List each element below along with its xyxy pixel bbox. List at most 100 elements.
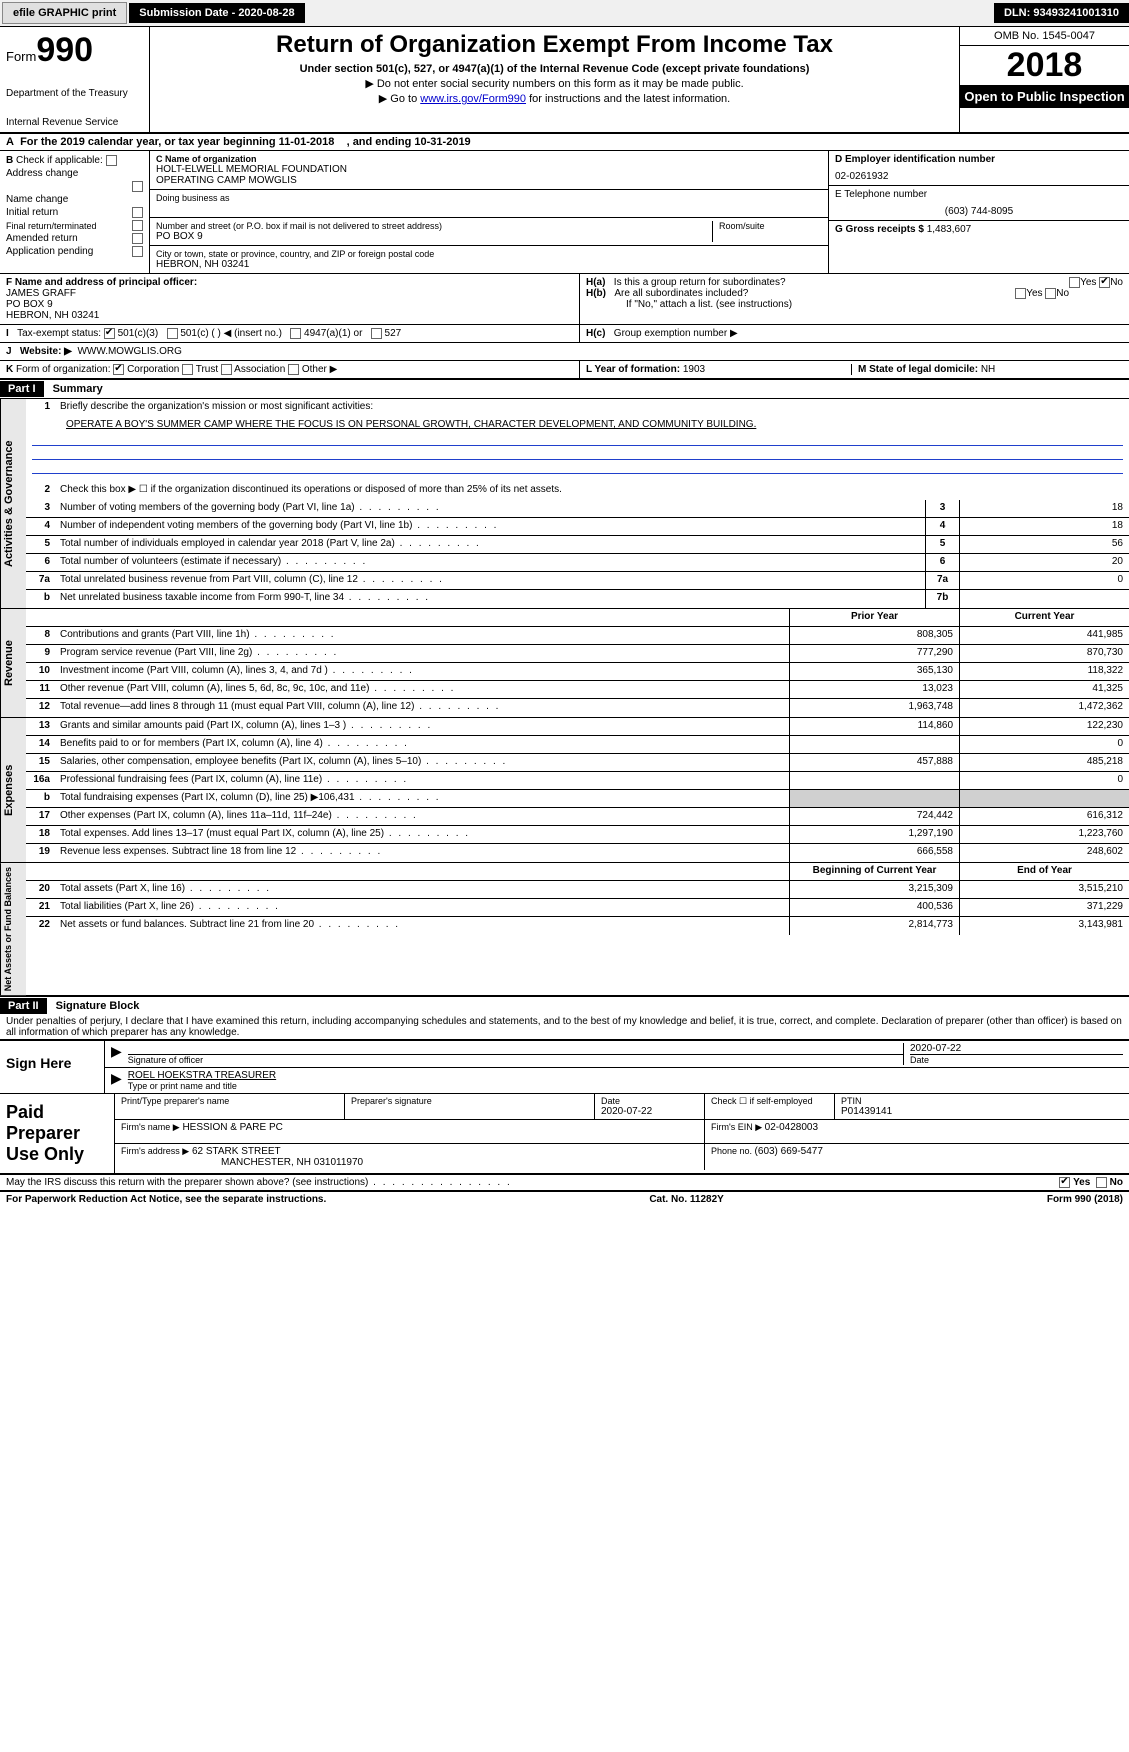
chk-generic[interactable] <box>106 155 117 166</box>
officer-name: JAMES GRAFF <box>6 288 76 299</box>
row-i: I Tax-exempt status: 501(c)(3) 501(c) ( … <box>0 325 1129 343</box>
prep-col1: Print/Type preparer's name <box>121 1096 338 1106</box>
submission-date: Submission Date - 2020-08-28 <box>129 3 304 23</box>
chk-527[interactable] <box>371 328 382 339</box>
part2-lbl: Signature Block <box>56 1000 140 1012</box>
chk-other[interactable] <box>288 364 299 375</box>
row-a: A For the 2019 calendar year, or tax yea… <box>0 134 1129 151</box>
ptin-lbl: PTIN <box>841 1096 1123 1106</box>
hc-label: Group exemption number ▶ <box>614 328 738 339</box>
footer-center: Cat. No. 11282Y <box>649 1194 723 1205</box>
chk-name-change-lbl: Name change <box>6 194 68 205</box>
dept-treasury: Department of the Treasury <box>6 88 143 99</box>
street-address: PO BOX 9 <box>156 231 712 242</box>
vtab-governance: Activities & Governance <box>0 399 26 608</box>
chk-ha-no[interactable] <box>1099 277 1110 288</box>
chk-discuss-no[interactable] <box>1096 1177 1107 1188</box>
part1-lbl: Summary <box>53 383 103 395</box>
chk-initial-return[interactable] <box>132 207 143 218</box>
summary-line: 9Program service revenue (Part VIII, lin… <box>26 645 1129 663</box>
mission-label: Briefly describe the organization's miss… <box>56 399 1129 417</box>
chk-501c[interactable] <box>167 328 178 339</box>
room-label: Room/suite <box>719 221 822 231</box>
gross-label: G Gross receipts $ <box>835 224 927 235</box>
col-c: C Name of organization HOLT-ELWELL MEMOR… <box>150 151 829 273</box>
col-d: D Employer identification number 02-0261… <box>829 151 1129 273</box>
part1-hdr: Part I <box>0 381 44 397</box>
col-prior-year: Prior Year <box>789 609 959 626</box>
col-eoy: End of Year <box>959 863 1129 880</box>
footer-right: Form 990 (2018) <box>1047 1194 1123 1205</box>
opt-corp: Corporation <box>127 364 179 375</box>
org-name-1: HOLT-ELWELL MEMORIAL FOUNDATION <box>156 164 822 175</box>
summary-line: 19Revenue less expenses. Subtract line 1… <box>26 844 1129 862</box>
sub3-prefix: ▶ Go to <box>379 93 420 105</box>
chk-ha-yes[interactable] <box>1069 277 1080 288</box>
sig-name-val: ROEL HOEKSTRA TREASURER <box>128 1070 1123 1081</box>
firm-addr-lbl: Firm's address ▶ <box>121 1146 189 1156</box>
discuss-no: No <box>1110 1178 1123 1189</box>
col-boy: Beginning of Current Year <box>789 863 959 880</box>
opt-4947: 4947(a)(1) or <box>304 328 362 339</box>
chk-hb-yes[interactable] <box>1015 288 1026 299</box>
summary-line: 5Total number of individuals employed in… <box>26 536 1129 554</box>
blank-line-3 <box>32 460 1123 474</box>
chk-501c3[interactable] <box>104 328 115 339</box>
firm-addr1: 62 STARK STREET <box>192 1146 281 1157</box>
expenses-grid: Expenses 13Grants and similar amounts pa… <box>0 718 1129 863</box>
open-public: Open to Public Inspection <box>960 85 1129 108</box>
chk-assoc[interactable] <box>221 364 232 375</box>
net-grid: Net Assets or Fund Balances Beginning of… <box>0 863 1129 997</box>
chk-4947[interactable] <box>290 328 301 339</box>
summary-line: 3Number of voting members of the governi… <box>26 500 1129 518</box>
chk-discuss-yes[interactable] <box>1059 1177 1070 1188</box>
no-lbl: No <box>1110 277 1123 288</box>
col-b: B Check if applicable: Address change Na… <box>0 151 150 273</box>
year-formation-val: 1903 <box>683 364 705 375</box>
phone-label: E Telephone number <box>835 189 1123 200</box>
prep-date-val: 2020-07-22 <box>601 1106 698 1117</box>
topbar: efile GRAPHIC print Submission Date - 20… <box>0 0 1129 27</box>
firm-phone-lbl: Phone no. <box>711 1146 755 1156</box>
prep-self-emp: Check ☐ if self-employed <box>705 1094 835 1119</box>
line2-text: Check this box ▶ ☐ if the organization d… <box>56 482 1129 500</box>
chk-app-pending[interactable] <box>132 246 143 257</box>
opt-trust: Trust <box>196 364 218 375</box>
prep-date-lbl: Date <box>601 1096 698 1106</box>
org-name-label: C Name of organization <box>156 154 822 164</box>
chk-final-return[interactable] <box>132 220 143 231</box>
firm-name-val: HESSION & PARE PC <box>182 1122 282 1133</box>
tax-year-begin: For the 2019 calendar year, or tax year … <box>20 136 334 148</box>
firm-phone-val: (603) 669-5477 <box>755 1146 823 1157</box>
sign-here-lbl: Sign Here <box>0 1041 105 1093</box>
efile-btn[interactable]: efile GRAPHIC print <box>2 2 127 24</box>
ein-value: 02-0261932 <box>835 171 1123 182</box>
chk-address-change[interactable] <box>132 181 143 192</box>
chk-hb-no[interactable] <box>1045 288 1056 299</box>
firm-addr2: MANCHESTER, NH 031011970 <box>221 1157 363 1168</box>
summary-line: 8Contributions and grants (Part VIII, li… <box>26 627 1129 645</box>
prep-col2: Preparer's signature <box>351 1096 588 1106</box>
sig-name-lbl: Type or print name and title <box>128 1081 1123 1091</box>
chk-address-change-lbl: Address change <box>6 168 78 179</box>
chk-trust[interactable] <box>182 364 193 375</box>
officer-addr1: PO BOX 9 <box>6 299 53 310</box>
form-subtitle-3: ▶ Go to www.irs.gov/Form990 for instruct… <box>156 92 953 105</box>
governance-grid: Activities & Governance 1 Briefly descri… <box>0 399 1129 609</box>
irs-link[interactable]: www.irs.gov/Form990 <box>420 93 526 105</box>
no-lbl2: No <box>1056 288 1069 299</box>
officer-addr2: HEBRON, NH 03241 <box>6 310 99 321</box>
chk-amended[interactable] <box>132 233 143 244</box>
chk-app-pending-lbl: Application pending <box>6 246 93 257</box>
paid-preparer-lbl: Paid Preparer Use Only <box>0 1094 115 1173</box>
blank-line-2 <box>32 446 1123 460</box>
city-state-zip: HEBRON, NH 03241 <box>156 259 822 270</box>
footer: For Paperwork Reduction Act Notice, see … <box>0 1192 1129 1207</box>
chk-corp[interactable] <box>113 364 124 375</box>
sig-date-val: 2020-07-22 <box>910 1043 1123 1054</box>
chk-final-return-lbl: Final return/terminated <box>6 221 97 231</box>
form-header: Form990 Department of the Treasury Inter… <box>0 27 1129 134</box>
summary-line: 18Total expenses. Add lines 13–17 (must … <box>26 826 1129 844</box>
form-org-label: Form of organization: <box>16 364 111 375</box>
summary-line: 15Salaries, other compensation, employee… <box>26 754 1129 772</box>
